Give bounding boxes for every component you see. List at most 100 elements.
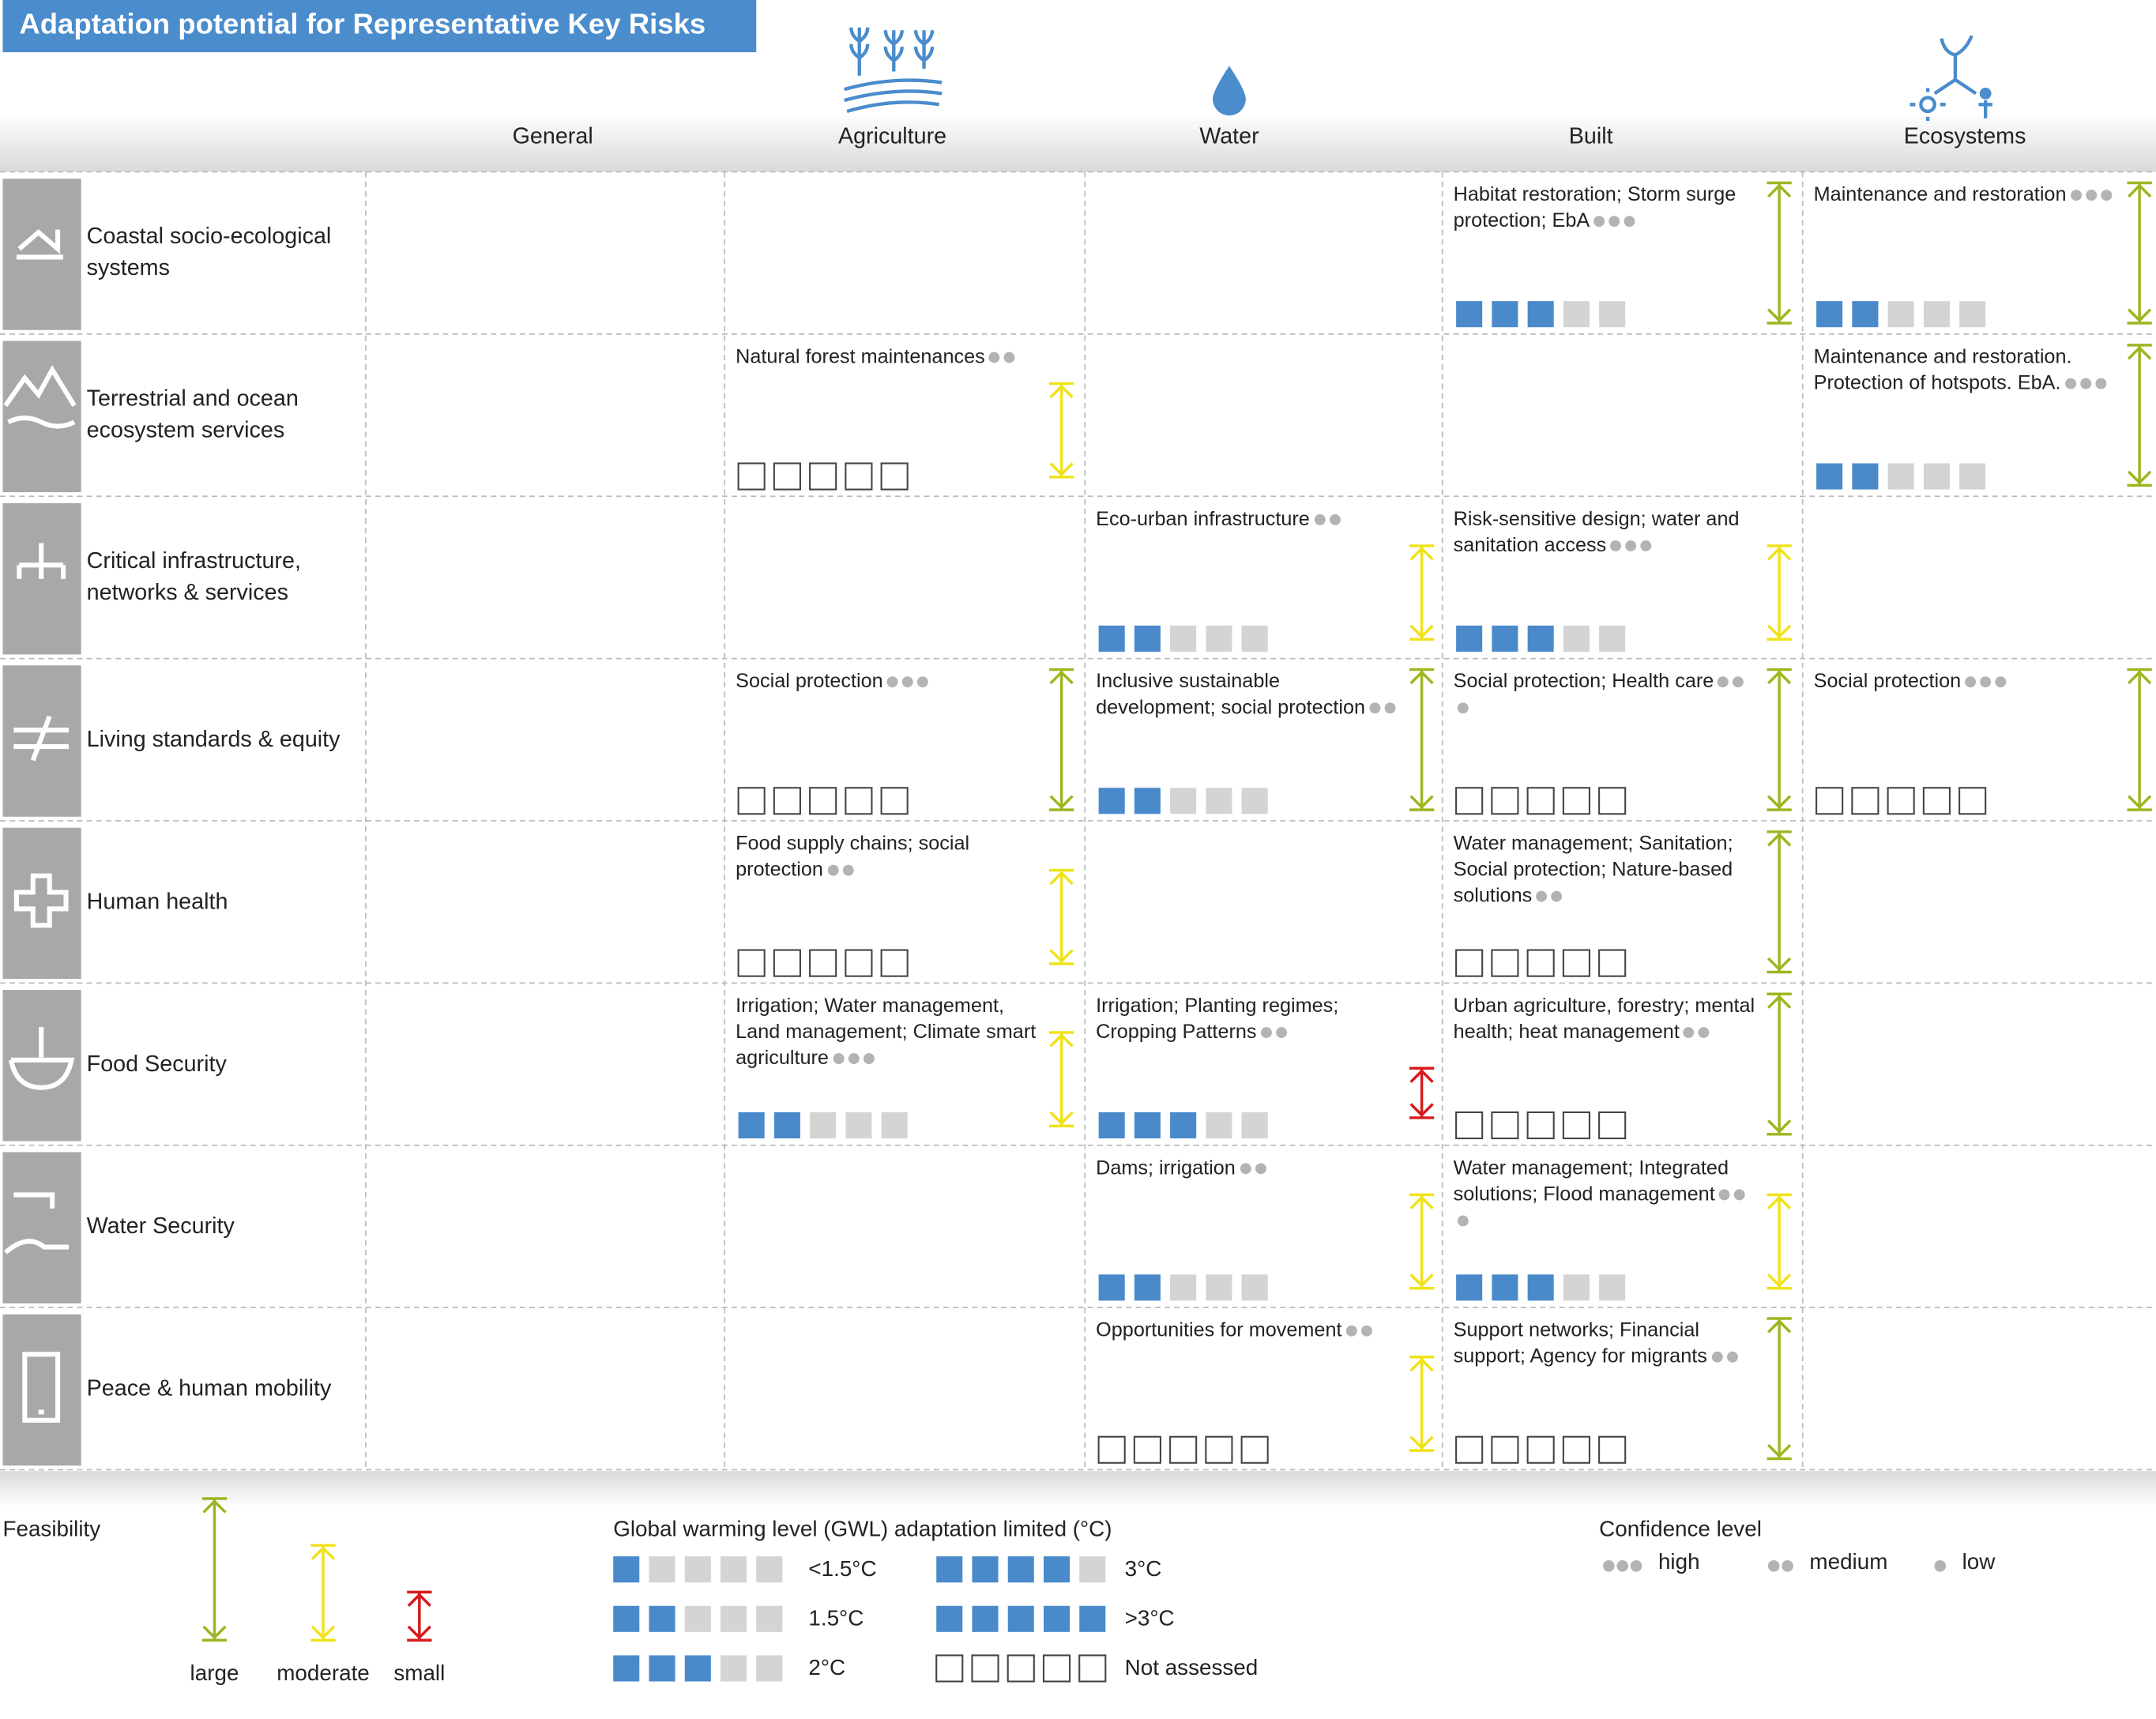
gwl-square	[1206, 1274, 1232, 1301]
legend-label: large	[190, 1661, 239, 1685]
gwl-square	[1958, 787, 1987, 815]
gwl-square	[1599, 1274, 1626, 1301]
gwl-square	[1491, 1111, 1519, 1140]
gwl-square	[1491, 1435, 1519, 1464]
legend-arrow	[407, 1590, 432, 1642]
confidence-dot	[1275, 1027, 1287, 1039]
feasibility-arrow	[2127, 668, 2152, 811]
legend-label: <1.5°C	[808, 1556, 876, 1581]
gwl-square	[1923, 463, 1950, 490]
feasibility-arrow	[1767, 830, 1792, 974]
cell-content: Water management; Integrated solutions; …	[1454, 1157, 1759, 1235]
cell-text-box: Irrigation; Planting regimes; Cropping P…	[1096, 995, 1339, 1044]
gwl-square	[1492, 1274, 1518, 1301]
water-icon	[1213, 66, 1246, 116]
gwl-square	[720, 1556, 747, 1583]
gwl-square	[1922, 787, 1951, 815]
row-label-box: Living standards & equity	[87, 727, 341, 751]
gwl-square	[1563, 625, 1590, 652]
gwl-square	[1852, 463, 1879, 490]
gwl-square	[1816, 301, 1843, 328]
feasibility-arrow	[1767, 992, 1792, 1136]
gwl-square	[1241, 1112, 1268, 1139]
gwl-square	[1815, 787, 1844, 815]
arrow-head	[1767, 995, 1792, 1009]
cell-content: Maintenance and restoration	[1814, 182, 2119, 209]
gwl-square	[1007, 1654, 1035, 1683]
header-band	[0, 112, 2156, 172]
row-icon-box	[2, 340, 81, 493]
column-label: General	[513, 124, 593, 149]
gwl-square	[1455, 1111, 1484, 1140]
gwl-square	[935, 1654, 964, 1683]
feasibility-arrow	[1409, 1193, 1435, 1290]
cell-text: Support networks; Financial support; Age…	[1453, 1319, 1707, 1368]
row-icon-box	[2, 1314, 81, 1466]
gwl-square	[649, 1605, 675, 1632]
row-icon	[13, 715, 70, 762]
gwl-square	[936, 1556, 963, 1583]
gwl-square	[773, 1112, 800, 1139]
row-icon	[22, 1352, 61, 1423]
cell-text: Social protection; Health care	[1453, 671, 1714, 694]
gwl-square	[845, 787, 873, 815]
cell-text: Natural forest maintenances	[736, 346, 985, 369]
feasibility-arrow	[2127, 344, 2152, 487]
cell-content: Food supply chains; social protection	[736, 832, 1040, 884]
cell-text: Maintenance and restoration. Protection …	[1813, 346, 2072, 395]
gwl-square	[1492, 625, 1518, 652]
gwl-square	[1562, 949, 1590, 977]
gwl-square	[720, 1605, 747, 1632]
cell-text-box: Dams; irrigation	[1096, 1157, 1266, 1180]
cell-text-box: Urban agriculture, forestry; mental heal…	[1454, 995, 1755, 1044]
confidence-dot	[1684, 1027, 1695, 1039]
row-icon	[3, 365, 77, 429]
arrow-head	[1049, 1033, 1074, 1048]
arrow-head	[1049, 670, 1074, 685]
row-label-box: Human health	[87, 889, 228, 913]
gwl-square	[1240, 1435, 1269, 1464]
confidence-dot	[1314, 514, 1325, 526]
row-label: Water Security	[86, 1213, 235, 1239]
gwl-square	[1598, 949, 1627, 977]
arrow-head	[1767, 308, 1792, 322]
cell-content: Water management; Sanitation; Social pro…	[1454, 832, 1759, 910]
confidence-dot	[842, 864, 854, 876]
cell-text: Water management; Sanitation; Social pro…	[1453, 833, 1733, 908]
cell-text-box: Social protection	[736, 671, 929, 693]
confidence-dot	[886, 676, 898, 688]
gwl-square	[1042, 1654, 1071, 1683]
gwl-square	[756, 1605, 783, 1632]
cell-text-box: Water management; Integrated solutions; …	[1454, 1157, 1759, 1235]
gwl-square	[880, 949, 909, 977]
gwl-square	[738, 1112, 765, 1139]
gwl-square	[1816, 463, 1843, 490]
row-label: Coastal socio-ecological systems	[86, 224, 332, 281]
confidence-dot	[1965, 676, 1977, 688]
confidence-dot	[1457, 1215, 1469, 1227]
confidence-dot	[2101, 190, 2112, 201]
column-label: Built	[1569, 124, 1613, 149]
legend-arrow	[310, 1544, 336, 1642]
cell-text-box: Social protection; Health care	[1453, 671, 1744, 714]
arrow-head	[1049, 795, 1074, 810]
gwl-square	[1206, 1112, 1232, 1139]
arrow-head	[310, 1625, 336, 1640]
arrow-head	[1049, 384, 1074, 399]
confidence-dot	[848, 1053, 860, 1065]
gwl-square	[1491, 949, 1519, 977]
gwl-square	[1133, 1435, 1161, 1464]
gwl-square	[810, 1112, 837, 1139]
arrow-head	[1767, 957, 1792, 972]
cell-text: Dams; irrigation	[1096, 1157, 1236, 1180]
row-label-box: Critical infrastructure, networks & serv…	[87, 548, 301, 604]
arrow-head	[202, 1625, 227, 1640]
confidence-dot	[1360, 1326, 1372, 1337]
cell-text: Irrigation; Planting regimes; Cropping P…	[1096, 995, 1339, 1044]
confidence-dot	[863, 1053, 875, 1065]
cell-text: Food supply chains; social protection	[736, 833, 970, 882]
gwl-square	[1170, 1112, 1197, 1139]
gwl-square	[1526, 949, 1555, 977]
gwl-square	[1959, 301, 1986, 328]
